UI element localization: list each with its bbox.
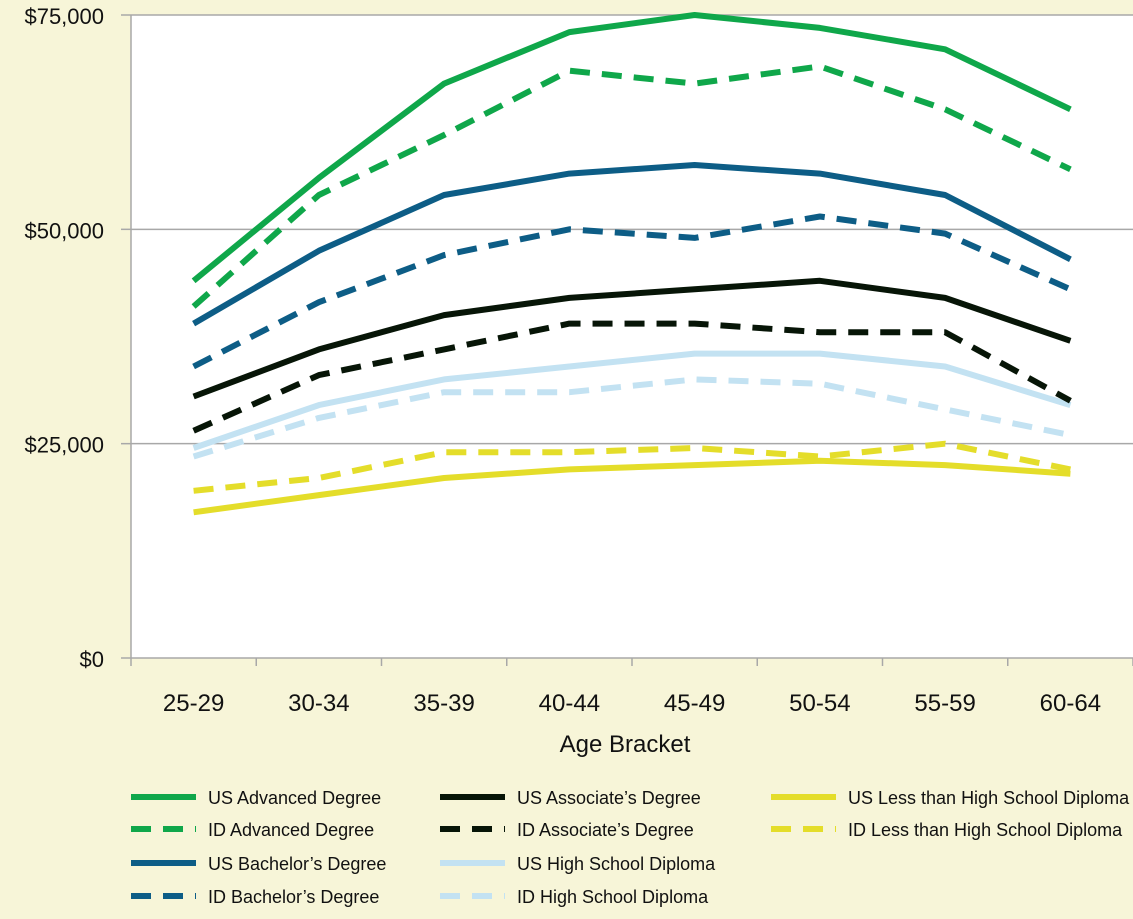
legend-label: US Less than High School Diploma — [848, 788, 1130, 808]
legend-label: US Associate’s Degree — [517, 788, 701, 808]
gridlines — [131, 14, 1133, 445]
series-line-id-bachelor-s-degree — [192, 213, 1072, 370]
legend-label: ID High School Diploma — [517, 887, 709, 907]
y-tick-label: $25,000 — [24, 433, 104, 458]
legend-label: ID Associate’s Degree — [517, 820, 694, 840]
series-line-id-associate-s-degree — [192, 320, 1072, 434]
x-tick-label: 60-64 — [1040, 690, 1101, 717]
legend-label: US Advanced Degree — [208, 788, 381, 808]
series-line-id-high-school-diploma — [192, 376, 1072, 460]
series-line-us-associate-s-degree — [192, 277, 1072, 400]
plot-background — [131, 15, 1133, 658]
y-axis: $0 $25,000 $50,000 $75,000 — [24, 4, 132, 672]
x-tick-label: 55-59 — [914, 690, 975, 717]
x-axis: 25-29 30-34 35-39 40-44 45-49 50-54 55-59 60-64 — [130, 657, 1133, 717]
legend-label: ID Less than High School Diploma — [848, 820, 1123, 840]
y-tick-label: $0 — [80, 647, 104, 672]
x-tick-label: 45-49 — [664, 690, 725, 717]
legend-label: US Bachelor’s Degree — [208, 854, 386, 874]
x-tick-label: 35-39 — [413, 690, 474, 717]
series-layer — [191, 12, 1072, 516]
plot-area — [131, 15, 1133, 658]
series-line-us-bachelor-s-degree — [192, 162, 1072, 327]
x-tick-label: 30-34 — [288, 690, 349, 717]
x-tick-label: 50-54 — [789, 690, 850, 717]
series-line-us-high-school-diploma — [192, 350, 1072, 451]
legend: US Advanced Degree ID Advanced Degree US B… — [131, 788, 1130, 907]
series-line-us-advanced-degree — [191, 12, 1072, 284]
x-tick-label: 40-44 — [539, 690, 600, 717]
legend-label: ID Bachelor’s Degree — [208, 887, 379, 907]
series-line-us-less-than-high-school-diploma — [193, 457, 1071, 516]
x-tick-label: 25-29 — [163, 690, 224, 717]
x-axis-title: Age Bracket — [560, 731, 691, 758]
y-tick-label: $50,000 — [24, 218, 104, 243]
series-line-id-less-than-high-school-diploma — [193, 440, 1072, 494]
legend-label: ID Advanced Degree — [208, 820, 374, 840]
y-tick-label: $75,000 — [24, 4, 104, 29]
series-line-id-advanced-degree — [191, 63, 1072, 309]
legend-label: US High School Diploma — [517, 854, 716, 874]
